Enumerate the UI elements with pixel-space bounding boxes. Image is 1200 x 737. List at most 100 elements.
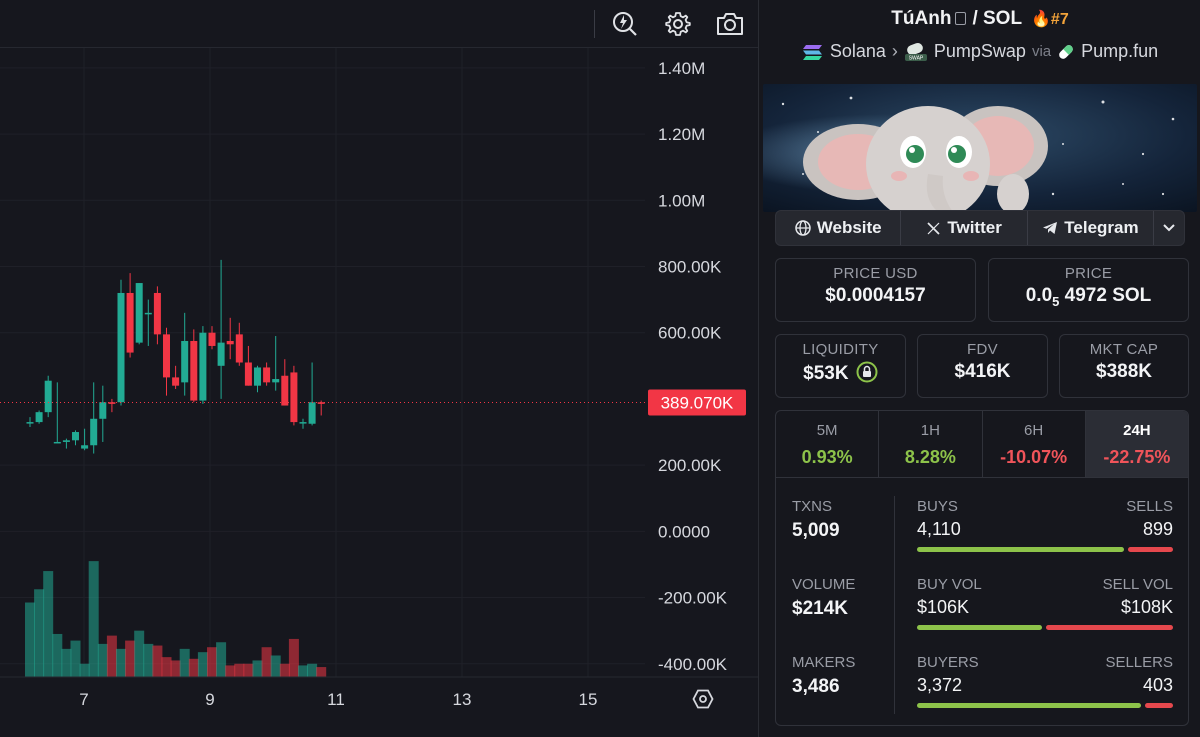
candle-body [272,379,280,383]
y-tick-label: 600.00K [658,324,722,343]
tab-1h-label: 1H [920,422,940,439]
candle [126,273,134,358]
buy-vol-bar [917,625,1042,630]
screenshot-button[interactable] [713,8,747,40]
plot-area[interactable] [0,48,645,677]
candle-body [108,402,116,404]
copy-icon[interactable] [955,12,967,25]
website-button[interactable]: Website [776,211,902,245]
candle [226,317,234,360]
candle [208,326,216,350]
buy-sell-volume-bar [917,625,1173,630]
candle-body [181,340,189,383]
volume-bar [316,667,327,677]
candle-body [208,332,216,346]
volume-bar [225,665,236,677]
price-sol-value: 0.05 4972 SOL [989,285,1188,309]
tab-24h[interactable]: 24H -22.75% [1085,411,1188,477]
token-name: TúAnh [891,8,952,29]
chain-link[interactable]: Solana [829,41,886,61]
more-links-button[interactable] [1154,211,1184,245]
candle-body [308,402,316,424]
price-chart[interactable]: 1.40M 1.20M 1.00M 800.00K 600.00K 200.00K 0.00… [0,48,758,737]
y-tick-label: 0.0000 [658,522,710,541]
candle [299,418,307,429]
liquidity-label: LIQUIDITY [802,341,879,358]
volume-bar [52,633,63,677]
axis-settings-button[interactable] [690,686,716,712]
price-change-tabs: 5M 0.93% 1H 8.28% 6H -10.07% 24H -22.75% [775,410,1189,478]
fdv-box: FDV $416K [917,334,1048,398]
trending-rank[interactable]: 🔥#7 [1031,11,1069,28]
buyers-sellers-stat: BUYERS SELLERS 3,372 403 [917,654,1173,708]
volume-bar [61,648,72,677]
volume-bar [307,663,318,677]
volume-bar [261,647,272,677]
candle [135,283,143,345]
candle [117,279,125,406]
sellers-value: 403 [1142,675,1173,695]
volume-bar [298,665,308,677]
rank-value: #7 [1050,11,1069,28]
tab-5m-value: 0.93% [801,447,853,467]
candle [108,398,116,413]
current-price-label: 389.070K [661,394,734,413]
globe-icon [795,220,811,236]
candle-body [244,362,252,386]
y-tick-label: 1.40M [658,59,705,78]
buys-sells-bar [917,547,1173,552]
candle-body [44,380,52,413]
price-sol-zero-count: 5 [1052,293,1060,309]
candle-body [53,441,61,444]
tab-6h-label: 6H [1024,422,1044,439]
pair-title: TúAnh / SOL 🔥#7 [759,8,1200,30]
fdv-value: $416K [954,361,1011,382]
candle [153,286,161,345]
lock-icon[interactable] [856,361,878,383]
dex-link[interactable]: PumpSwap [933,41,1026,61]
stats-divider [894,496,895,714]
sell-vol-label: SELL VOL [1102,576,1173,593]
market-cap-box: MKT CAP $388K [1059,334,1189,398]
via-label: via [1031,43,1052,60]
telegram-icon [1043,222,1058,234]
candle-body [299,422,307,424]
buy-vol-label: BUY VOL [917,576,982,593]
quick-chart-button[interactable] [608,8,642,40]
twitter-button[interactable]: Twitter [901,211,1028,245]
gear-icon [665,12,691,36]
tab-5m[interactable]: 5M 0.93% [776,411,880,477]
y-tick-label: 200.00K [658,456,722,475]
buy-sell-volume-stat: BUY VOL SELL VOL $106K $108K [917,576,1173,630]
telegram-label: Telegram [1064,218,1139,237]
sell-vol-value: $108K [1120,597,1173,617]
toolbar-divider [594,10,595,38]
tab-1h[interactable]: 1H 8.28% [879,411,983,477]
buys-bar [917,547,1124,552]
chart-settings-button[interactable] [661,8,695,40]
candle-body [199,332,207,401]
pumpswap-icon: SWAP [904,42,927,61]
tab-6h[interactable]: 6H -10.07% [983,411,1086,477]
chart-panel[interactable]: 1.40M 1.20M 1.00M 800.00K 600.00K 200.00K 0.00… [0,0,758,737]
price-sol-prefix: 0.0 [1025,285,1053,306]
txns-value: 5,009 [792,520,840,541]
buy-vol-value: $106K [917,597,970,617]
sellers-bar [1145,703,1173,708]
candle-body [72,432,79,441]
x-tick-label: 9 [205,690,214,709]
candle-body [144,312,152,315]
buyers-bar [917,703,1141,708]
launchpad-link[interactable]: Pump.fun [1081,41,1159,61]
candle [172,365,180,389]
volume-bar [134,630,145,677]
sellers-label: SELLERS [1105,654,1173,671]
telegram-button[interactable]: Telegram [1028,211,1155,245]
candle [35,410,43,424]
candle [290,365,298,426]
token-info-panel: TúAnh / SOL 🔥#7 Solana › SWAP PumpSwap vi… [758,0,1200,737]
candle [199,326,207,404]
buyers-value: 3,372 [917,675,963,695]
x-tick-label: 15 [579,690,598,709]
chart-toolbar [0,0,758,48]
